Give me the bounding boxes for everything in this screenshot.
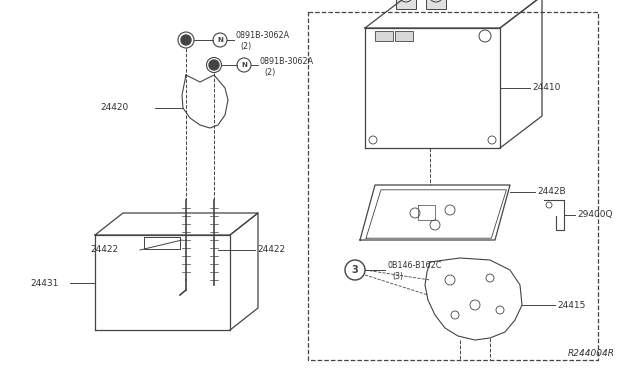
Text: 24431: 24431 [30, 279, 58, 288]
Circle shape [209, 60, 219, 70]
Text: 0891B-3062A: 0891B-3062A [259, 57, 313, 65]
Text: 3: 3 [351, 265, 358, 275]
Text: 0B146-B162C: 0B146-B162C [387, 260, 442, 269]
Text: (2): (2) [264, 67, 275, 77]
Text: 29400Q: 29400Q [577, 211, 612, 219]
Bar [426, 0, 446, 9]
Bar [396, 0, 416, 9]
Circle shape [181, 35, 191, 45]
Text: (2): (2) [240, 42, 252, 51]
Text: 0891B-3062A: 0891B-3062A [235, 32, 289, 41]
Bar [375, 31, 393, 41]
Text: N: N [241, 62, 247, 68]
Text: 24422: 24422 [257, 246, 285, 254]
Text: N: N [217, 37, 223, 43]
Bar [395, 31, 413, 41]
Text: 24415: 24415 [557, 301, 586, 310]
Text: 2442B: 2442B [537, 187, 566, 196]
Text: 24420: 24420 [100, 103, 128, 112]
Text: R244004R: R244004R [568, 349, 615, 358]
Text: 24422: 24422 [90, 246, 118, 254]
Text: (3): (3) [392, 273, 403, 282]
Text: 24410: 24410 [532, 83, 561, 93]
